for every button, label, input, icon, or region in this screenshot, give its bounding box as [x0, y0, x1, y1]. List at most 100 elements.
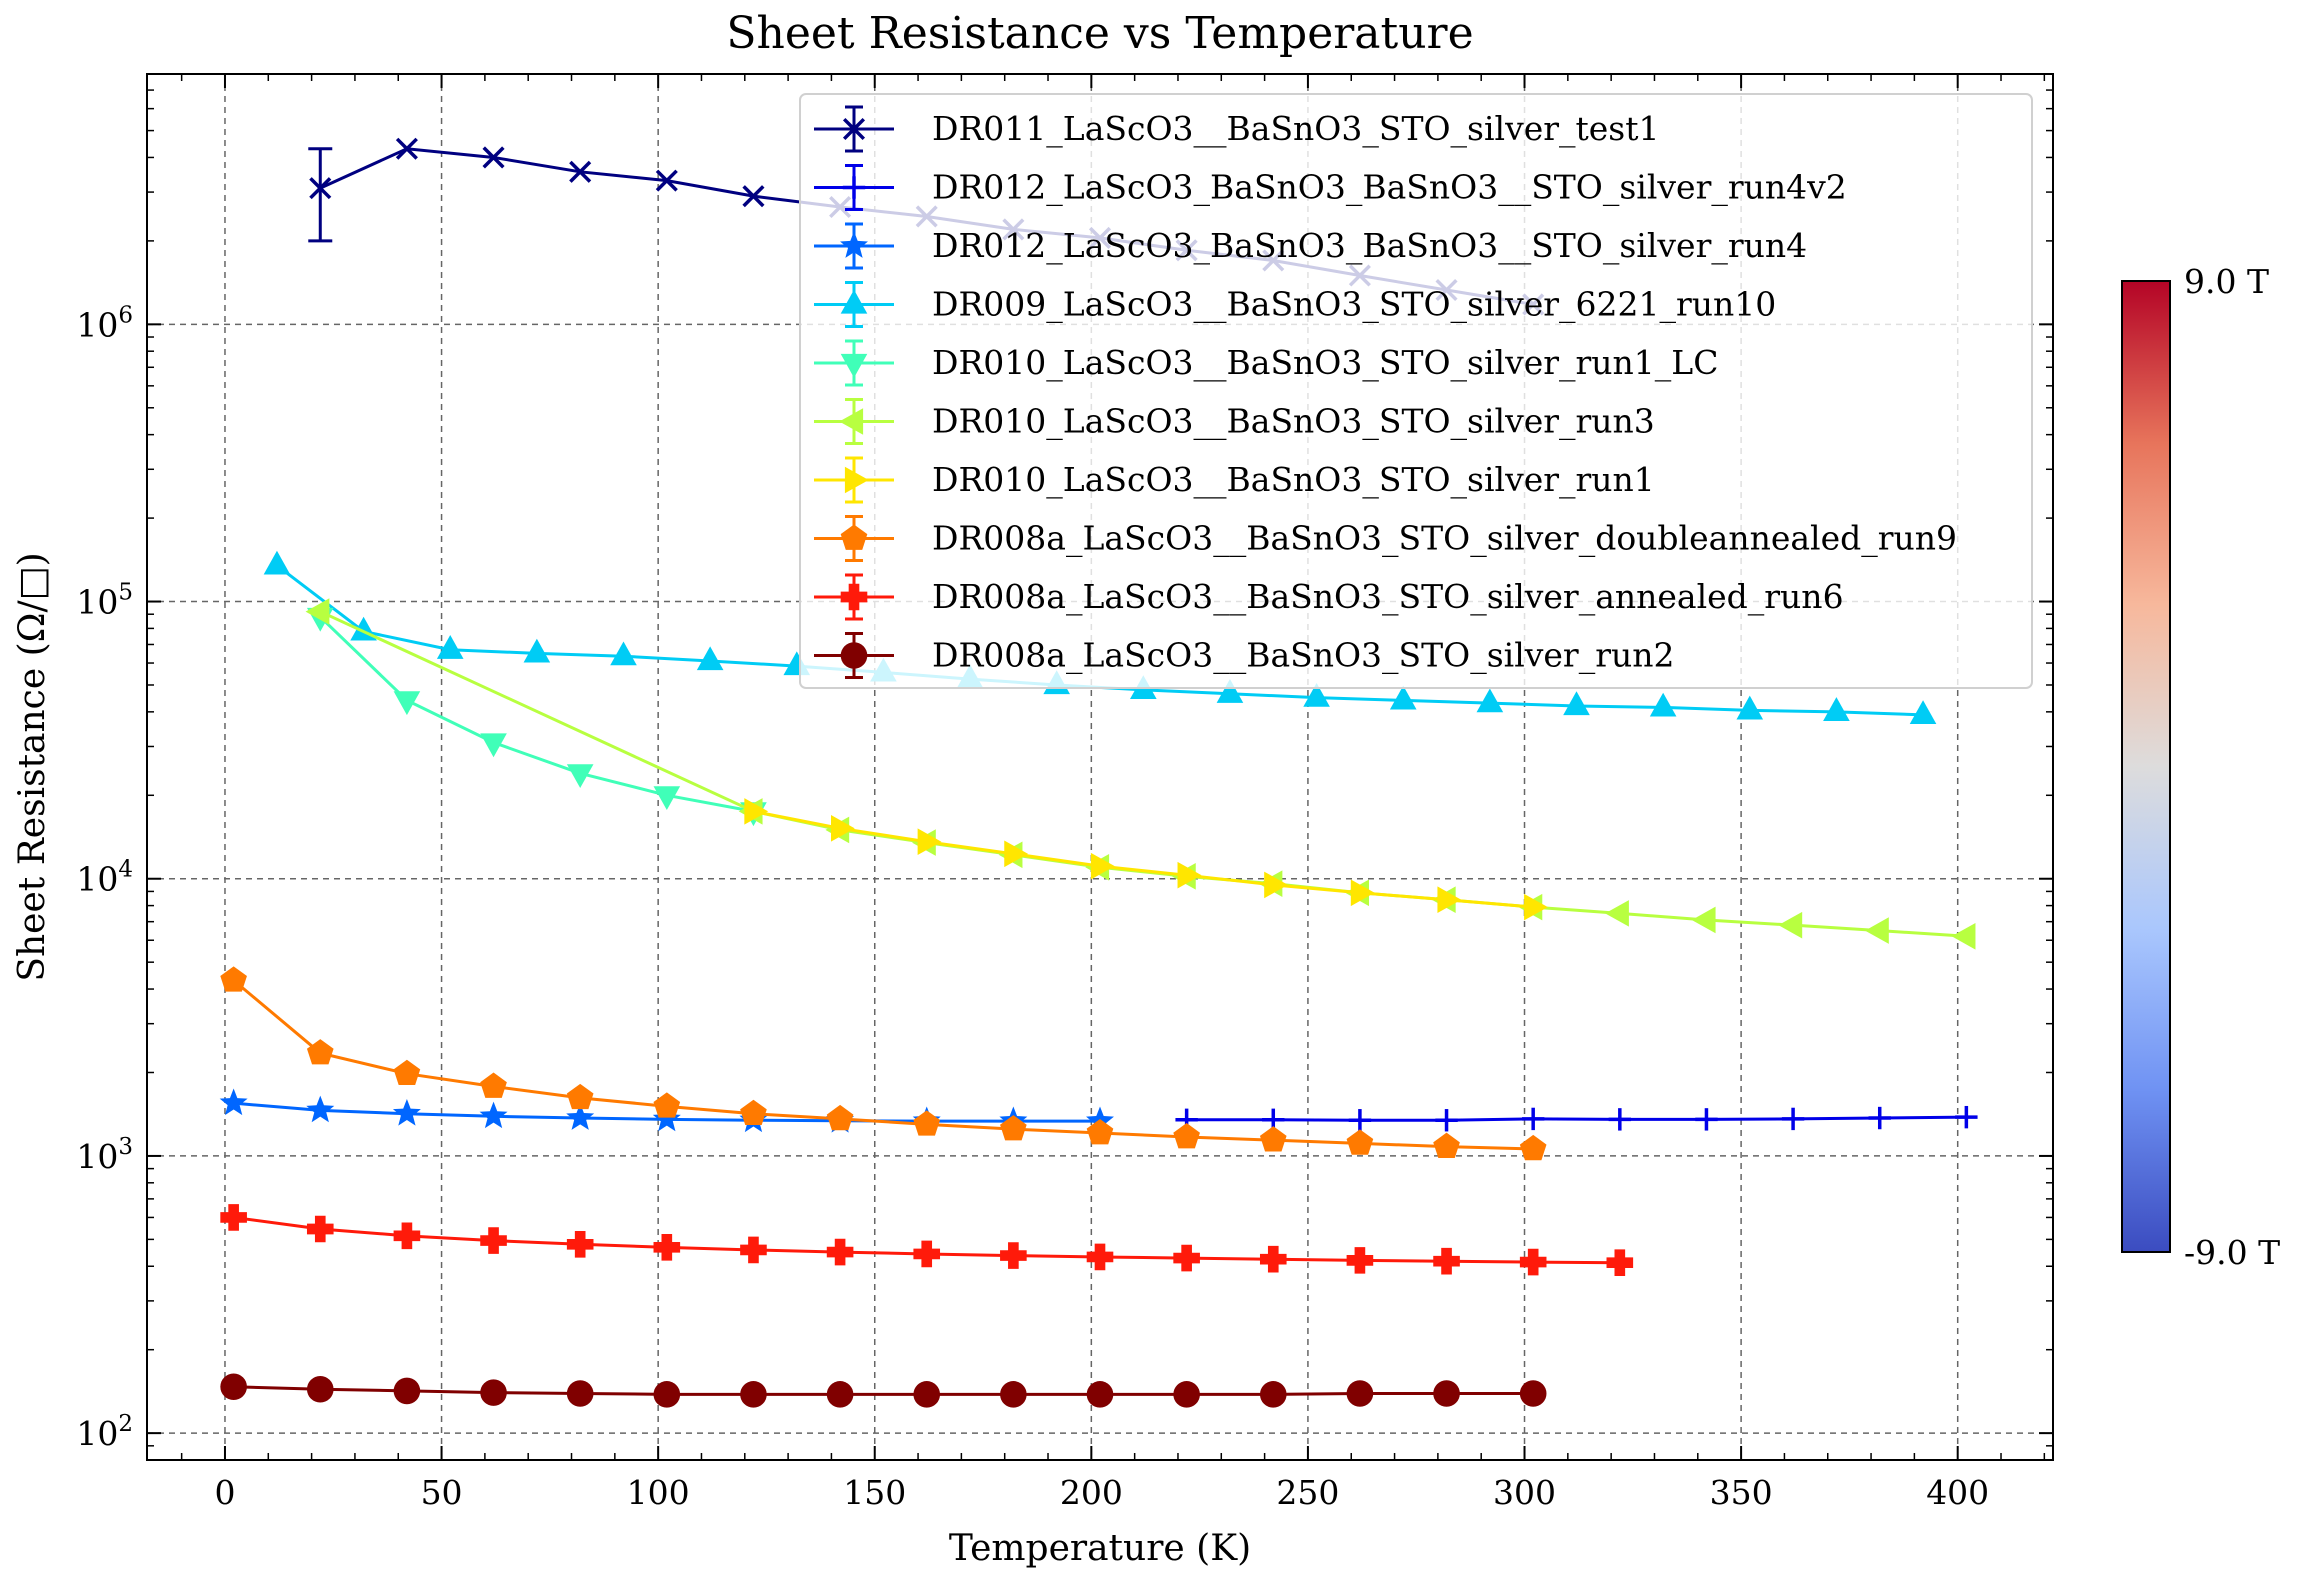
legend-entry: DR010_LaScO3__BaSnO3_STO_silver_run1	[814, 456, 1655, 504]
data-point	[740, 1381, 767, 1408]
data-point	[480, 1379, 507, 1406]
legend-label: DR010_LaScO3__BaSnO3_STO_silver_run1_LC	[932, 343, 1718, 383]
legend-marker	[840, 642, 868, 669]
data-point	[1086, 1243, 1114, 1271]
legend-marker	[842, 176, 866, 199]
data-point	[1521, 1107, 1545, 1131]
y-tick-base: 10	[76, 583, 118, 622]
data-point	[826, 1381, 854, 1408]
y-tick-exponent: 4	[118, 857, 133, 883]
data-point	[610, 641, 637, 666]
data-point	[1519, 1134, 1547, 1161]
data-point	[220, 1373, 247, 1401]
data-point	[393, 1377, 421, 1405]
data-point	[1303, 682, 1330, 707]
data-point	[1563, 691, 1590, 716]
data-point	[1177, 861, 1202, 889]
data-point	[1951, 922, 1976, 950]
legend-label: DR011_LaScO3__BaSnO3_STO_silver_test1	[932, 109, 1660, 149]
series-1	[1175, 1105, 1978, 1132]
series-8	[220, 1204, 1634, 1276]
data-point	[1086, 1118, 1114, 1145]
data-point	[1433, 1380, 1460, 1407]
data-point	[1350, 879, 1375, 907]
x-axis-label: Temperature (K)	[949, 1528, 1251, 1569]
data-point	[1649, 692, 1677, 717]
data-point	[1389, 685, 1417, 710]
y-axis-label: Sheet Resistance (Ω/□)	[12, 552, 53, 981]
series-line	[753, 809, 1534, 909]
legend-marker	[840, 353, 868, 378]
legend-entry: DR010_LaScO3__BaSnO3_STO_silver_run1_LC	[814, 339, 1718, 387]
x-tick-label: 100	[627, 1473, 690, 1512]
data-point	[309, 177, 332, 200]
data-point	[1695, 1108, 1718, 1131]
data-point	[1346, 1129, 1374, 1155]
legend-marker	[840, 583, 868, 611]
data-point	[1000, 1242, 1027, 1269]
data-point	[744, 798, 769, 825]
legend-entry: DR012_LaScO3_BaSnO3_BaSnO3__STO_silver_r…	[814, 222, 1807, 270]
data-point	[482, 146, 505, 169]
data-point	[1691, 906, 1716, 934]
data-point	[392, 1099, 421, 1126]
data-point	[1476, 688, 1504, 713]
legend-label: DR010_LaScO3__BaSnO3_STO_silver_run1	[932, 460, 1655, 500]
data-point	[1346, 1380, 1374, 1407]
data-point	[523, 638, 551, 663]
data-point	[1173, 1244, 1200, 1272]
x-tick-label: 150	[843, 1473, 906, 1512]
y-tick-base: 10	[76, 1414, 118, 1453]
legend-entry: DR008a_LaScO3__BaSnO3_STO_silver_run2	[814, 632, 1674, 679]
legend-entry: DR012_LaScO3_BaSnO3_BaSnO3__STO_silver_r…	[814, 164, 1847, 211]
series-9	[220, 1373, 1547, 1408]
data-point	[740, 1236, 767, 1264]
x-tick-label: 400	[1926, 1473, 1989, 1512]
data-point	[1259, 1126, 1287, 1152]
data-point	[566, 1230, 594, 1258]
data-point	[740, 1099, 767, 1126]
data-point	[306, 1039, 334, 1065]
data-point	[263, 550, 291, 575]
y-tick-base: 10	[76, 305, 118, 344]
legend-label: DR010_LaScO3__BaSnO3_STO_silver_run3	[932, 402, 1655, 442]
data-point	[1868, 1106, 1891, 1130]
colorbar-max-label: 9.0 T	[2184, 262, 2269, 301]
data-point	[913, 1110, 941, 1136]
data-point	[1865, 917, 1889, 944]
data-point	[306, 1375, 334, 1403]
data-point	[1000, 1381, 1027, 1408]
data-point	[480, 1227, 507, 1254]
data-point	[479, 1101, 508, 1129]
data-point	[1264, 871, 1288, 899]
legend-label: DR008a_LaScO3__BaSnO3_STO_silver_anneale…	[932, 577, 1844, 617]
data-point	[1086, 1381, 1114, 1408]
legend-marker	[842, 117, 866, 141]
data-point	[220, 966, 247, 992]
data-point	[1778, 911, 1803, 939]
data-point	[913, 1240, 941, 1268]
data-point	[1524, 893, 1548, 921]
y-tick-exponent: 6	[118, 302, 133, 328]
data-point	[1608, 1108, 1632, 1131]
data-point	[219, 1088, 248, 1116]
data-point	[395, 137, 418, 160]
data-point	[1781, 1107, 1805, 1131]
legend-label: DR008a_LaScO3__BaSnO3_STO_silver_run2	[932, 636, 1674, 676]
y-tick-label: 106	[76, 302, 133, 344]
data-point	[393, 1222, 421, 1250]
data-point	[653, 786, 681, 810]
data-point	[393, 1059, 421, 1086]
data-point	[305, 598, 330, 625]
data-point	[1605, 900, 1629, 927]
data-point	[913, 1381, 941, 1408]
error-bar	[308, 147, 333, 243]
data-point	[393, 691, 421, 716]
legend-entry: DR008a_LaScO3__BaSnO3_STO_silver_doublea…	[814, 515, 1957, 562]
legend-label: DR012_LaScO3_BaSnO3_BaSnO3__STO_silver_r…	[932, 226, 1807, 266]
legend: DR011_LaScO3__BaSnO3_STO_silver_test1 DR0…	[799, 93, 2033, 689]
colorbar-min-label: -9.0 T	[2184, 1233, 2280, 1272]
data-point	[1004, 840, 1029, 868]
